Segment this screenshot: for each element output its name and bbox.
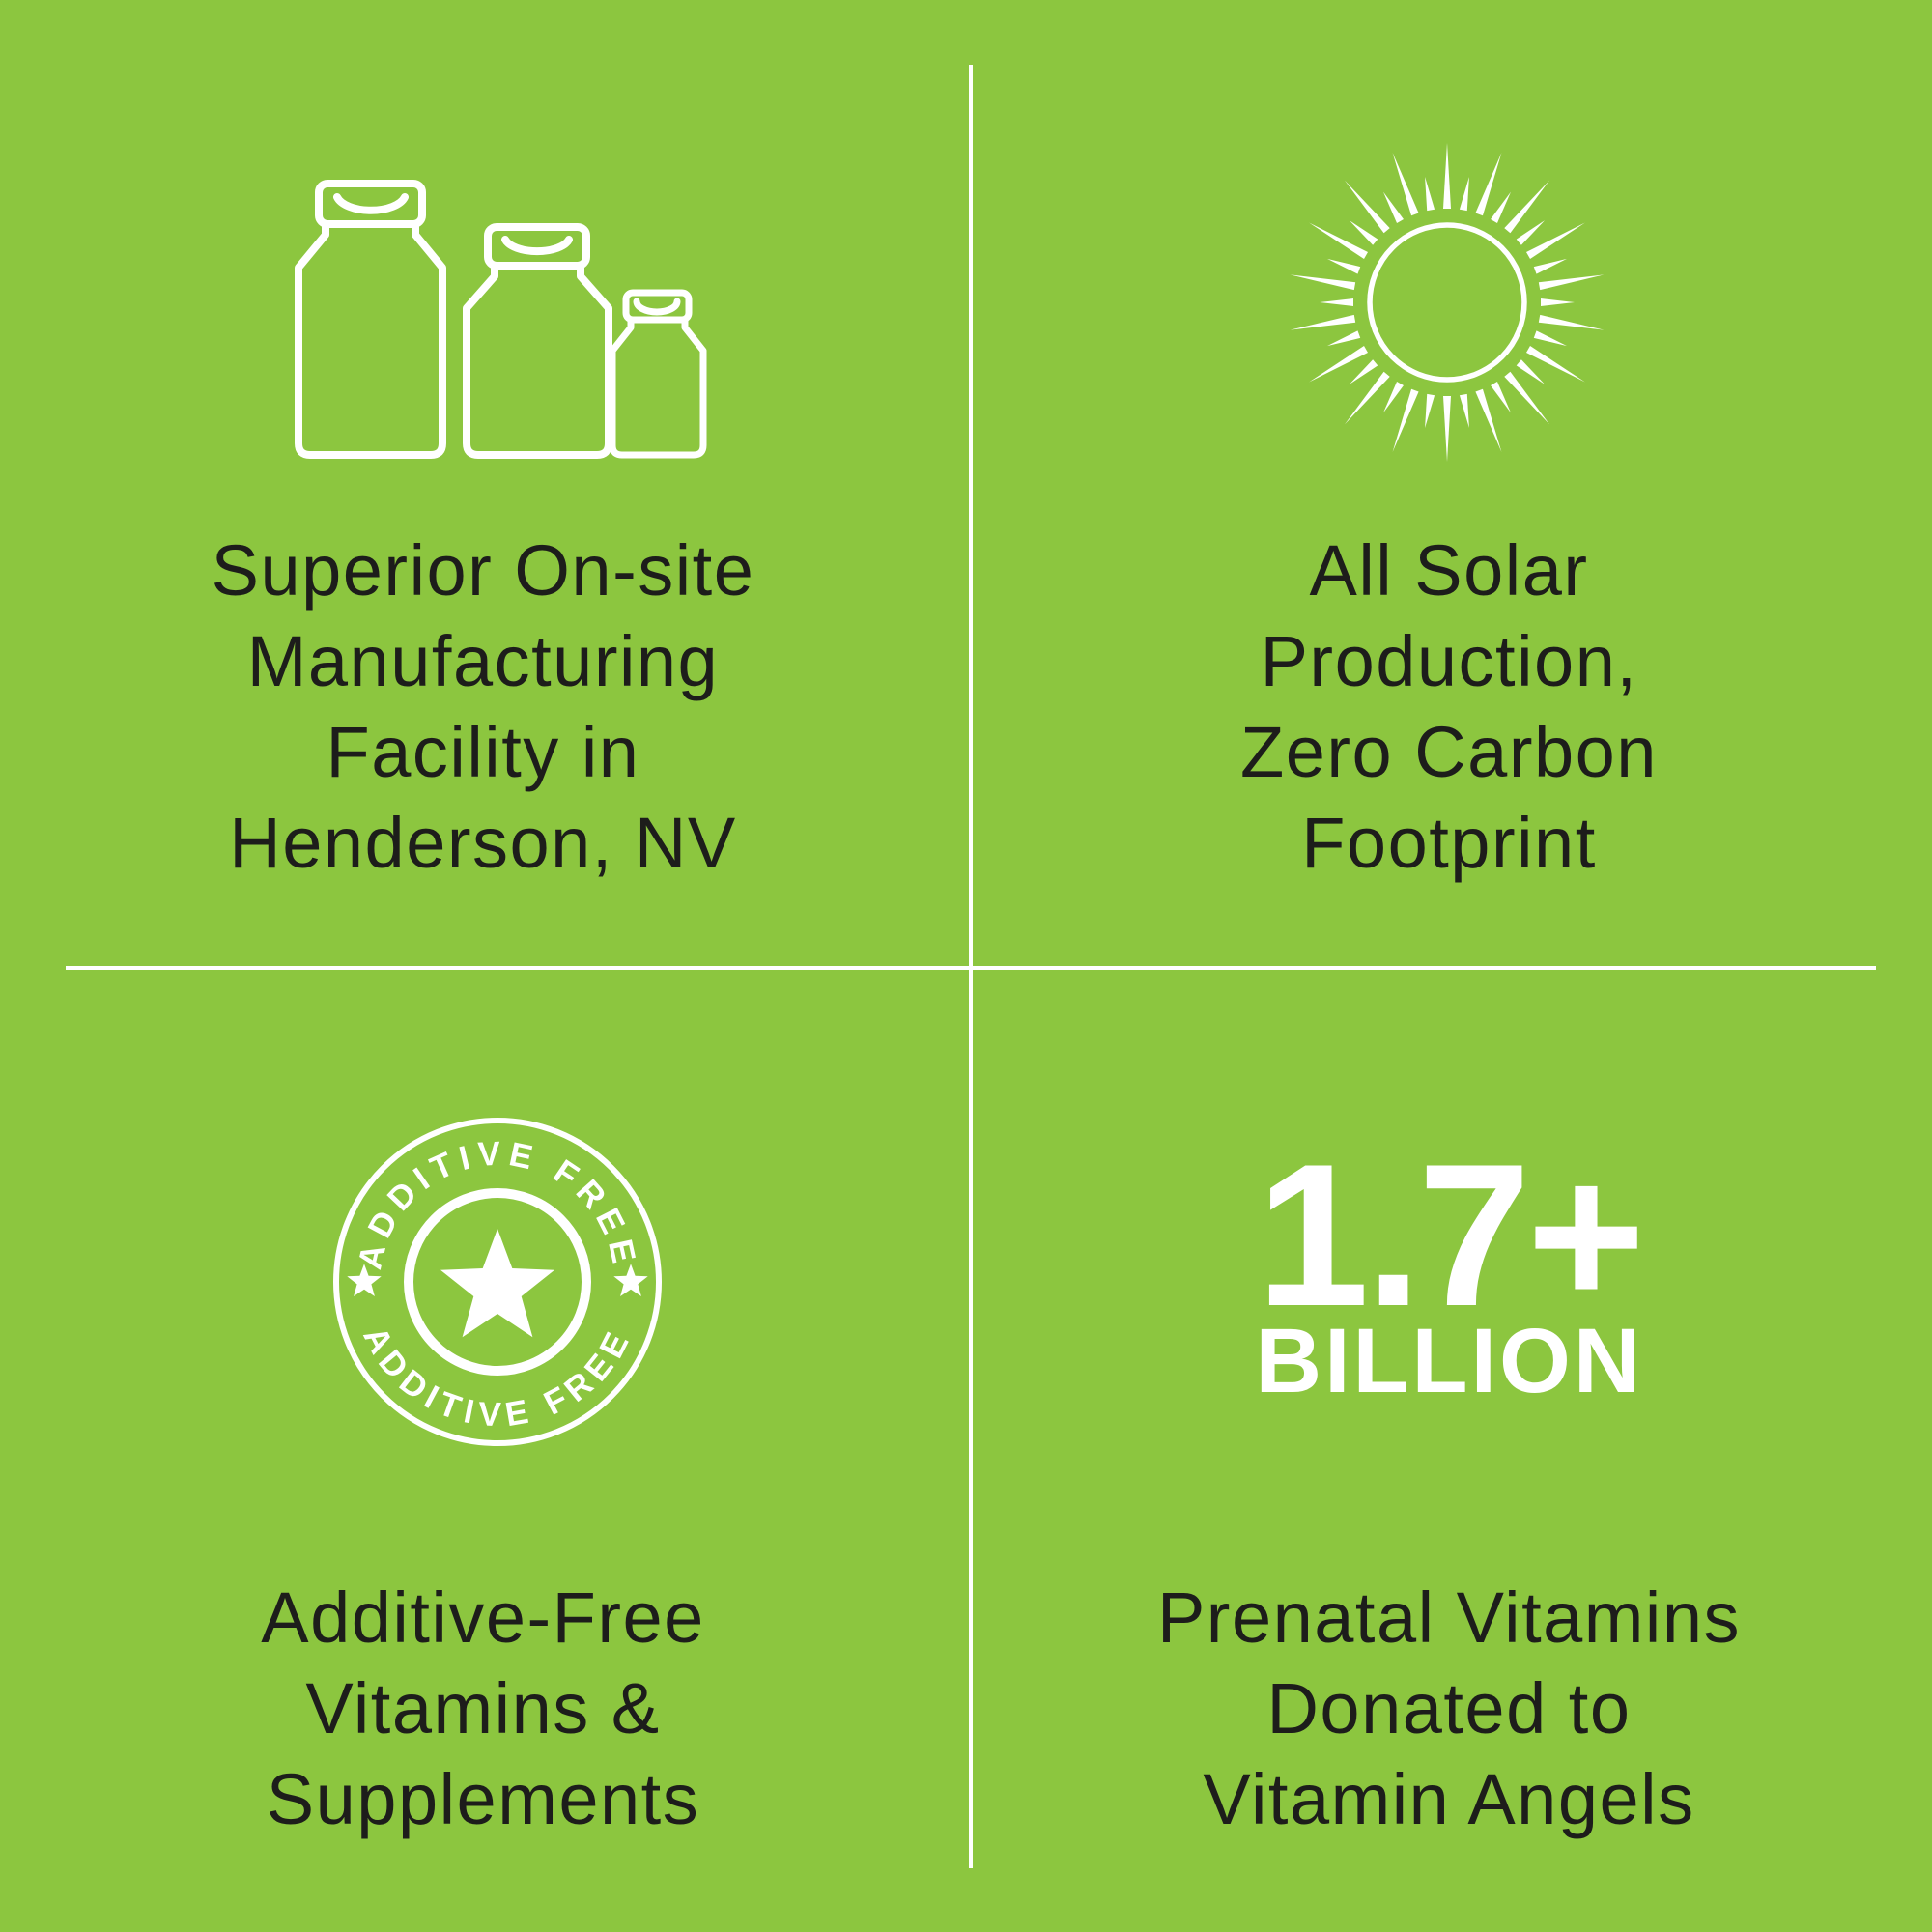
additive-free-seal-icon: ADDITIVE FREE ADDITIVE FREE [333, 1118, 662, 1446]
star-icon [440, 1229, 554, 1338]
horizontal-divider [66, 966, 1876, 970]
caption-line: Prenatal Vitamins [1156, 1577, 1742, 1658]
caption-additive-free: Additive-Free Vitamins & Supplements [0, 1573, 966, 1845]
caption-line: Donated to [1266, 1668, 1632, 1748]
caption-line: Vitamin Angels [1203, 1759, 1695, 1839]
caption-line: Manufacturing [246, 621, 720, 701]
sun-icon [1289, 143, 1605, 462]
quadrant-solar: All Solar Production, Zero Carbon Footpr… [966, 0, 1932, 966]
caption-line: Zero Carbon [1240, 712, 1658, 792]
caption-line: All Solar [1309, 530, 1589, 611]
caption-line: Henderson, NV [229, 803, 737, 883]
vitamin-bottles-icon [295, 180, 707, 459]
caption-donations: Prenatal Vitamins Donated to Vitamin Ang… [966, 1573, 1932, 1845]
caption-line: Vitamins & [305, 1668, 661, 1748]
seal-bottom-text: ADDITIVE FREE [355, 1321, 639, 1434]
quadrant-additive-free: ADDITIVE FREE ADDITIVE FREE Additive-Fre… [0, 966, 966, 1932]
caption-manufacturing: Superior On-site Manufacturing Facility … [0, 526, 966, 889]
stat-unit: BILLION [1255, 1310, 1643, 1412]
caption-line: Production, [1260, 621, 1638, 701]
quadrant-manufacturing: Superior On-site Manufacturing Facility … [0, 0, 966, 966]
caption-line: Footprint [1301, 803, 1597, 883]
sun-rays [1289, 143, 1605, 462]
caption-solar: All Solar Production, Zero Carbon Footpr… [966, 526, 1932, 889]
caption-line: Supplements [266, 1759, 700, 1839]
quadrant-donations: 1.7+ BILLION Prenatal Vitamins Donated t… [966, 966, 1932, 1932]
stat-value: 1.7+ [1256, 1122, 1646, 1349]
caption-line: Additive-Free [261, 1577, 705, 1658]
caption-line: Facility in [326, 712, 640, 792]
caption-line: Superior On-site [211, 530, 755, 611]
